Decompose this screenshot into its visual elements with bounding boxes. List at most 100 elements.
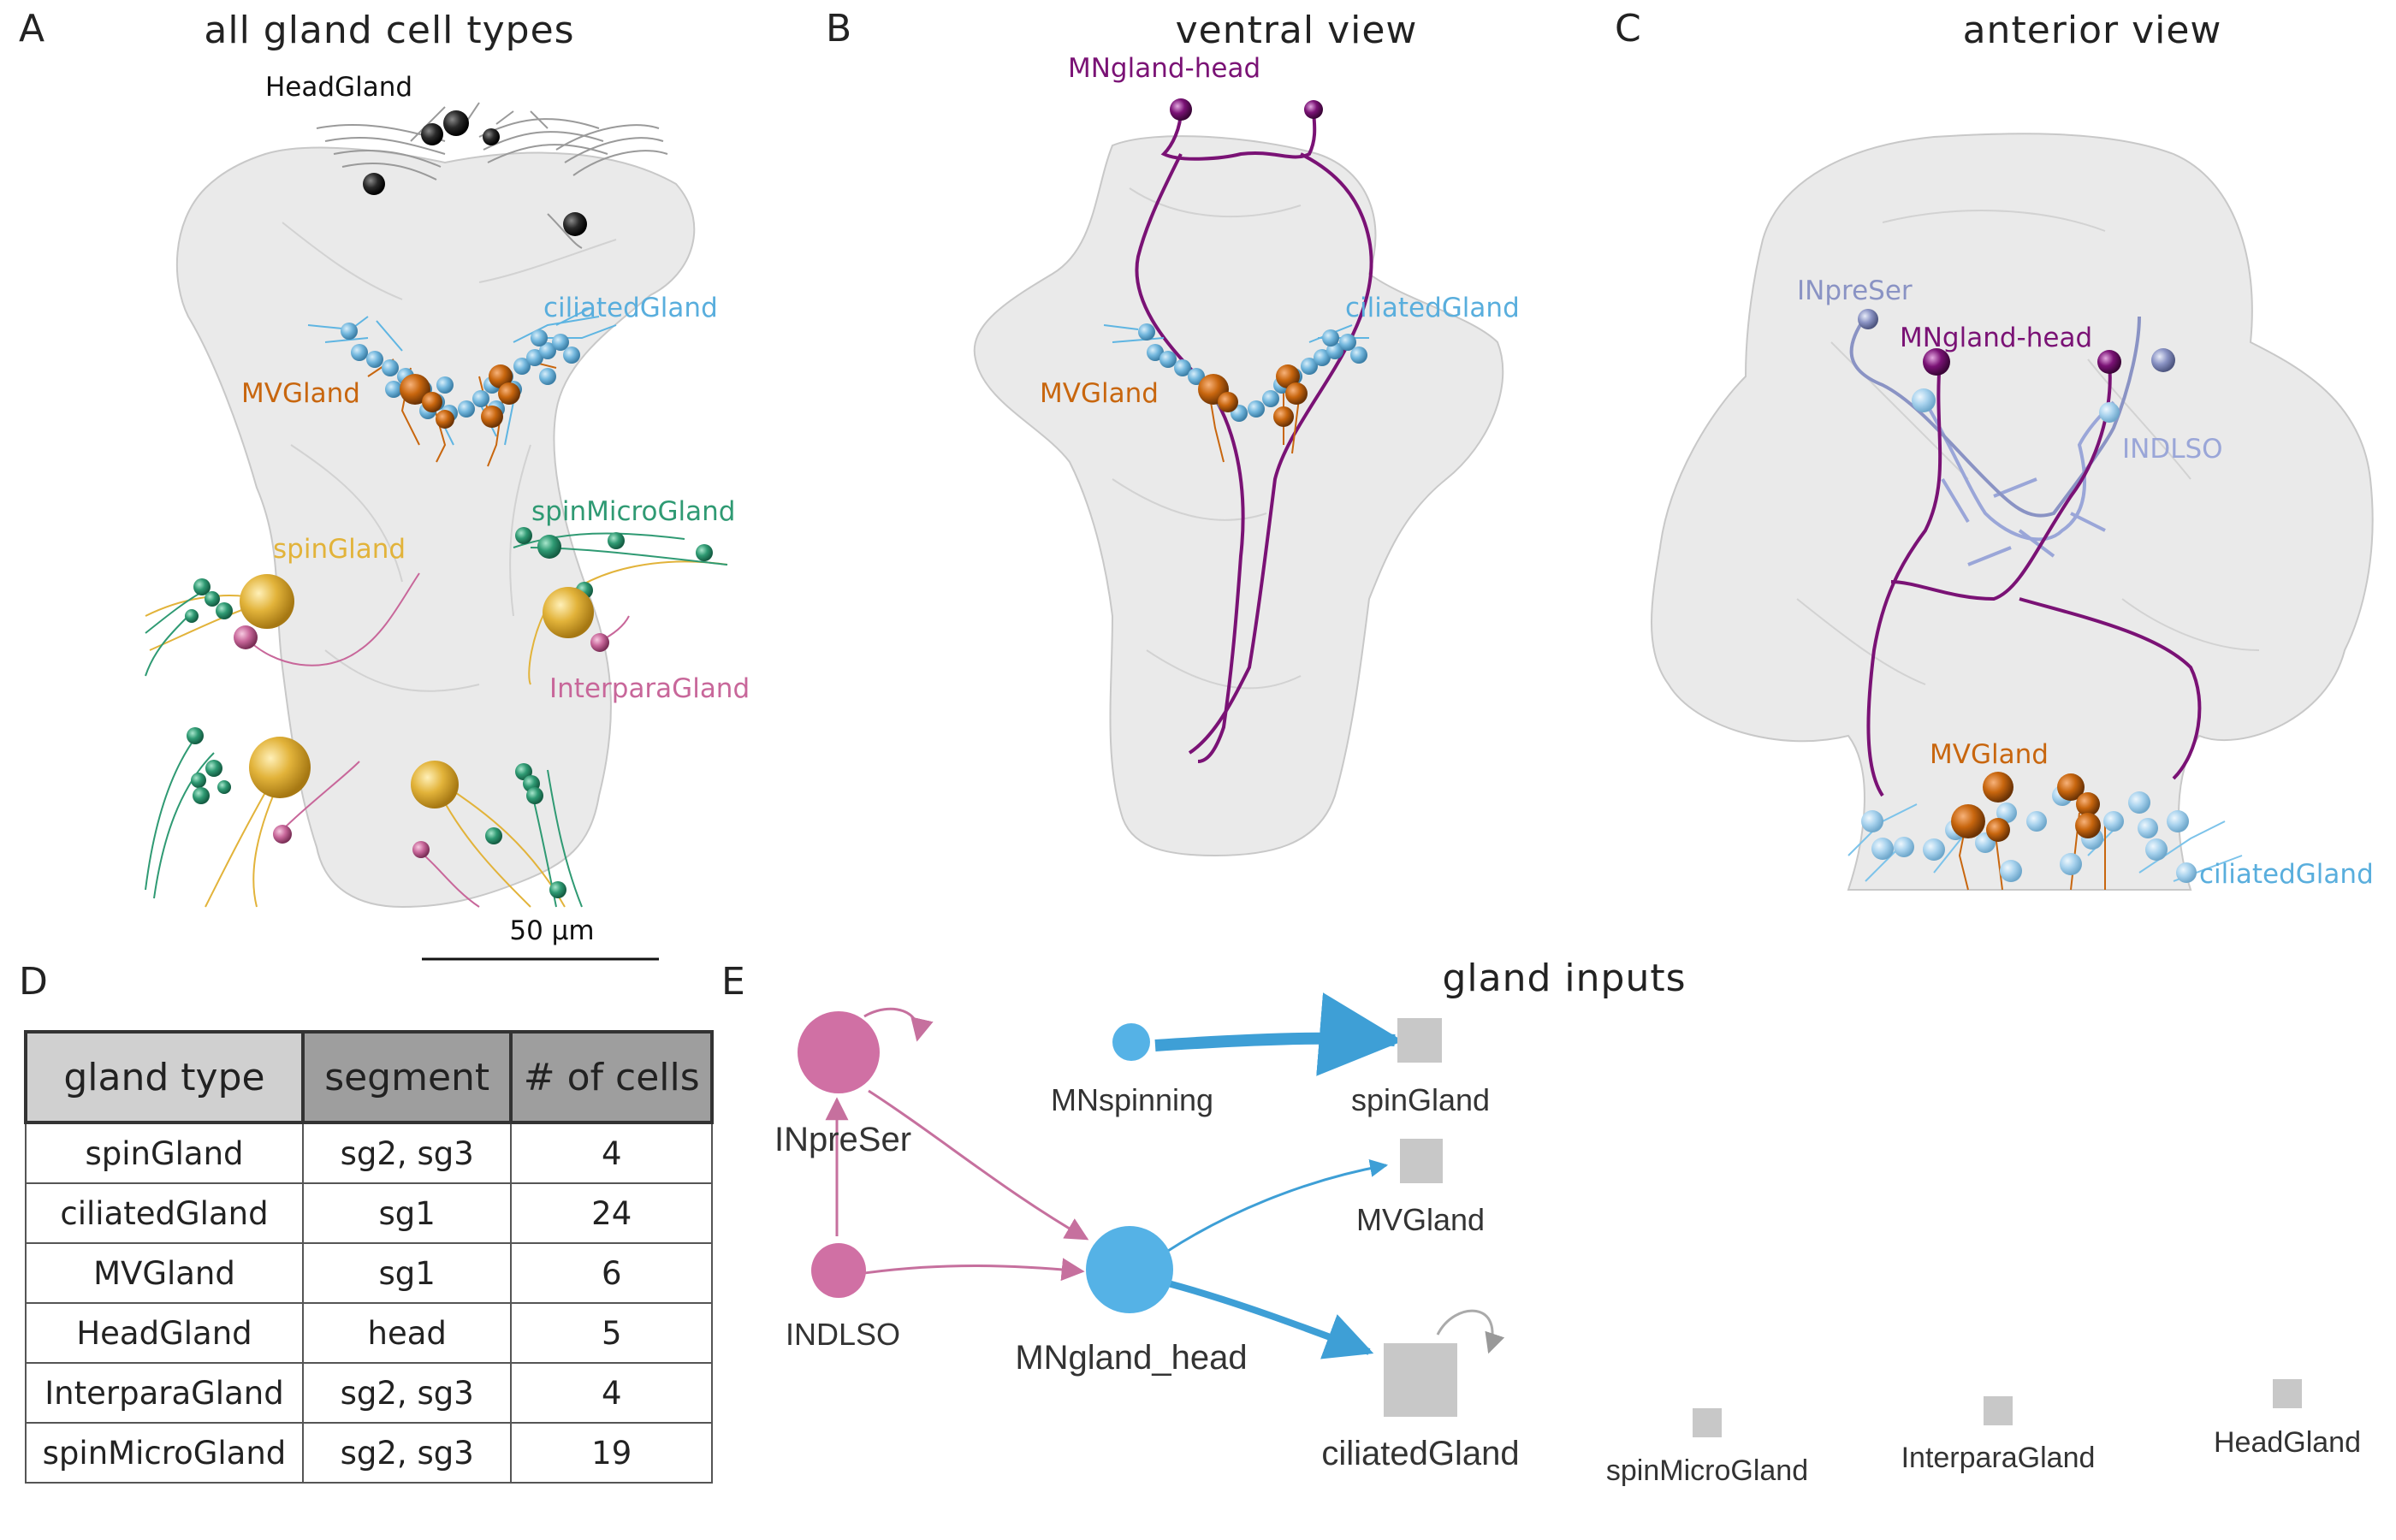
panel-b: B ventral view MNgland-head (826, 7, 1520, 857)
cell-segment: sg2, sg3 (301, 1422, 513, 1484)
cell-segment: sg1 (301, 1242, 513, 1304)
panel-a-title: all gland cell types (204, 9, 574, 52)
larva-body-outline (1651, 133, 2374, 891)
scale-bar-label: 50 µm (509, 915, 594, 946)
edge-inpreser-self (863, 1007, 934, 1042)
spin-neurites (145, 560, 728, 908)
indlso-neurites (1924, 400, 2115, 566)
panel-b-letter: B (826, 7, 851, 50)
cell-count: 4 (510, 1362, 713, 1424)
cell-segment: sg2, sg3 (301, 1122, 513, 1184)
label-spingland: spinGland (273, 534, 406, 565)
table-row: MVGland sg1 6 (25, 1242, 713, 1304)
edge-mngland-head-ciliatedgland (1166, 1280, 1374, 1359)
interparagland-cells (234, 625, 609, 858)
panel-e-letter: E (721, 960, 745, 1004)
spinmicro-neurites (145, 532, 728, 908)
mngland-head-soma (1923, 348, 1950, 376)
panel-a: A all gland cell types HeadGland (19, 7, 750, 961)
table-header-segment: segment (300, 1030, 513, 1124)
label-indlso: INDLSO (786, 1317, 900, 1352)
cell-count: 24 (510, 1182, 713, 1244)
cell-segment: sg1 (301, 1182, 513, 1244)
label-interparagland: InterparaGland (549, 673, 750, 704)
cell-gland-type: ciliatedGland (25, 1182, 304, 1244)
headgland-soma (443, 110, 469, 136)
table-row: InterparaGland sg2, sg3 4 (25, 1362, 713, 1424)
label-mvgland: MVGland (1356, 1202, 1485, 1237)
node-indlso (811, 1243, 866, 1298)
node-headgland (2273, 1379, 2302, 1408)
inpreser-soma (1858, 309, 1878, 329)
cell-segment: head (301, 1302, 513, 1364)
ciliated-gland-neurites (1103, 324, 1369, 343)
mesh-lines (1112, 187, 1302, 690)
label-interparagland: InterparaGland (1901, 1442, 2096, 1474)
mngland-head-neurites (1866, 361, 2202, 797)
cell-segment: sg2, sg3 (301, 1362, 513, 1424)
mngland-head-soma (1304, 100, 1323, 119)
label-mngland-head: MNgland-head (1900, 323, 2092, 353)
table-row: spinGland sg2, sg3 4 (25, 1122, 713, 1184)
cell-count: 6 (510, 1242, 713, 1304)
indlso-soma (1912, 388, 1936, 412)
spinmicrogland-cells (185, 527, 713, 898)
gland-table: gland type segment # of cells spinGland … (24, 1030, 714, 1484)
panel-c: C anterior view (1615, 7, 2374, 891)
cell-gland-type: spinGland (25, 1122, 304, 1184)
node-mnspinning (1112, 1023, 1150, 1061)
panel-a-letter: A (19, 7, 44, 50)
label-mvgland: MVGland (1040, 378, 1159, 409)
mvgland-cells (1951, 772, 2101, 842)
table-header-gland-type: gland type (24, 1030, 305, 1124)
label-mngland-head: MNgland-head (1068, 53, 1260, 84)
label-mngland-head: MNgland_head (1015, 1339, 1247, 1377)
mvgland-cells (1198, 364, 1308, 427)
panel-b-title: ventral view (1176, 9, 1418, 52)
node-spinmicrogland (1693, 1408, 1722, 1437)
label-mvgland: MVGland (1930, 739, 2049, 770)
headgland-soma (421, 123, 443, 145)
node-inpreser (798, 1011, 880, 1093)
mvgland-cells (400, 364, 520, 429)
table-header-row: gland type segment # of cells (24, 1030, 714, 1124)
mvgland-neurites (1958, 812, 2106, 891)
cell-count: 5 (510, 1302, 713, 1364)
label-spinmicrogland: spinMicroGland (531, 496, 735, 527)
edge-inpreser-mngland-head (868, 1089, 1089, 1241)
label-indlso: INDLSO (2122, 434, 2223, 465)
label-ciliatedgland: ciliatedGland (1321, 1435, 1519, 1472)
cell-gland-type: MVGland (25, 1242, 304, 1304)
interpara-neurites (245, 572, 630, 908)
node-spingland (1397, 1018, 1442, 1063)
label-headgland: HeadGland (265, 72, 412, 103)
cell-gland-type: HeadGland (25, 1302, 304, 1364)
label-mvgland: MVGland (241, 378, 360, 409)
headgland-soma (563, 212, 587, 236)
indlso-soma (2099, 402, 2120, 423)
table-row: ciliatedGland sg1 24 (25, 1182, 713, 1244)
panel-d-letter: D (19, 960, 48, 1004)
label-spingland: spinGland (1351, 1082, 1490, 1117)
edge-ciliatedgland-self (1436, 1309, 1505, 1354)
panel-e: E gland inputs INpreSer INDLSO MNspinnin… (721, 957, 2361, 1487)
edge-mngland-head-mvgland (1167, 1159, 1389, 1253)
spingland-cells (240, 574, 594, 808)
label-ciliatedgland: ciliatedGland (543, 293, 718, 323)
panel-e-title: gland inputs (1442, 957, 1686, 1000)
panel-c-title: anterior view (1963, 9, 2222, 52)
mngland-head-soma (1170, 98, 1192, 121)
label-inpreser: INpreSer (774, 1121, 911, 1158)
inpreser-soma (2151, 348, 2175, 372)
label-ciliatedgland: ciliatedGland (2199, 859, 2374, 890)
node-ciliatedgland (1384, 1343, 1457, 1417)
label-mnspinning: MNspinning (1051, 1082, 1213, 1117)
cell-gland-type: spinMicroGland (25, 1422, 304, 1484)
cell-count: 4 (510, 1122, 713, 1184)
label-headgland: HeadGland (2214, 1426, 2361, 1459)
edge-indlso-mngland-head (863, 1258, 1085, 1282)
table-row: spinMicroGland sg2, sg3 19 (25, 1422, 713, 1484)
headgland-cells (363, 110, 587, 236)
label-spinmicrogland: spinMicroGland (1606, 1454, 1808, 1487)
